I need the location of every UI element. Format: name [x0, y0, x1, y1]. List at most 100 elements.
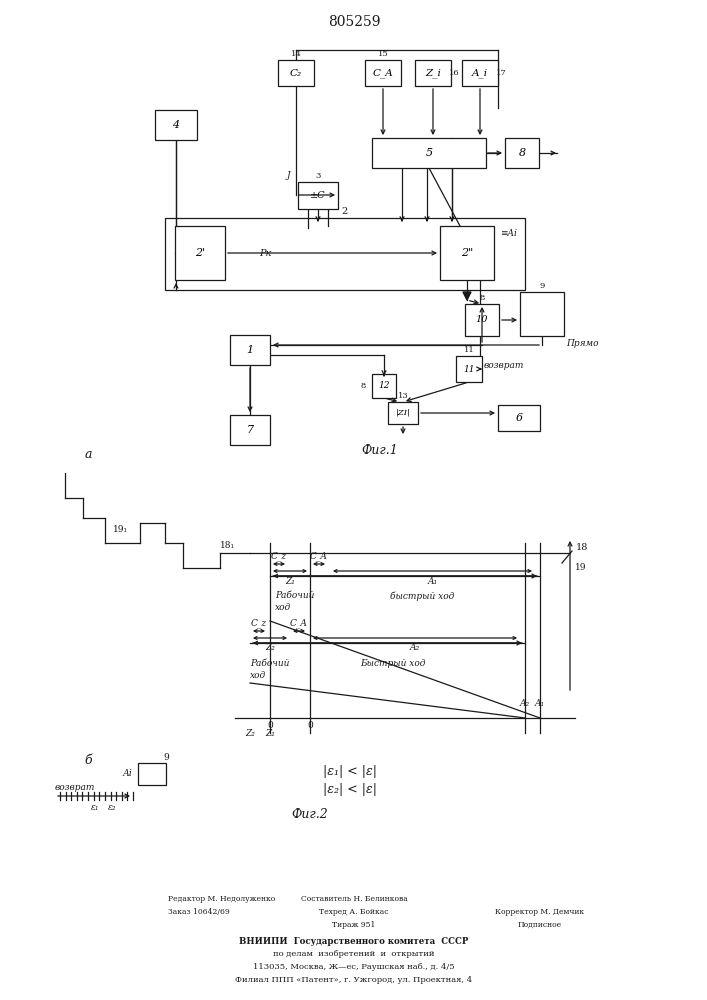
Bar — [440, 226, 494, 280]
Text: 18: 18 — [576, 544, 588, 552]
Text: |ε₂| < |ε|: |ε₂| < |ε| — [323, 784, 377, 796]
Bar — [138, 763, 166, 785]
Text: Рк: Рк — [259, 248, 271, 257]
Text: быстрый ход: быстрый ход — [390, 591, 455, 601]
Text: C_A: C_A — [290, 618, 308, 628]
Text: Аi: Аi — [122, 770, 132, 778]
Text: ε₁: ε₁ — [90, 804, 99, 812]
Text: 19: 19 — [575, 564, 587, 572]
Text: 1: 1 — [247, 345, 254, 355]
Bar — [505, 138, 539, 168]
Bar — [155, 110, 197, 140]
Text: Фиг.1: Фиг.1 — [361, 444, 398, 456]
Text: ход: ход — [275, 603, 291, 612]
Text: 18₁: 18₁ — [220, 542, 235, 550]
Bar — [456, 356, 482, 382]
Text: 3: 3 — [315, 172, 321, 180]
Text: 2': 2' — [195, 248, 205, 258]
Text: |ZI|: |ZI| — [395, 409, 411, 417]
Text: Z₁: Z₁ — [285, 576, 295, 585]
Text: Прямо: Прямо — [566, 340, 599, 349]
Text: Техред А. Бойкас: Техред А. Бойкас — [320, 908, 389, 916]
Text: A₂: A₂ — [410, 644, 420, 652]
Text: A_i: A_i — [472, 68, 488, 78]
Text: 8: 8 — [479, 294, 485, 302]
Text: 11: 11 — [463, 364, 474, 373]
Bar — [462, 60, 498, 86]
Bar — [278, 60, 314, 86]
Text: Тираж 951: Тираж 951 — [332, 921, 375, 929]
Bar — [388, 402, 418, 424]
Text: J: J — [286, 172, 290, 180]
Text: Z₂: Z₂ — [245, 728, 255, 738]
Text: возврат: возврат — [484, 361, 525, 370]
Text: Филиал ППП «Патент», г. Ужгород, ул. Проектная, 4: Филиал ППП «Патент», г. Ужгород, ул. Про… — [235, 976, 472, 984]
Bar — [175, 226, 225, 280]
Text: 2": 2" — [461, 248, 473, 258]
Text: 4: 4 — [173, 120, 180, 130]
Text: 2: 2 — [342, 208, 348, 217]
Text: Корректор М. Демчик: Корректор М. Демчик — [496, 908, 585, 916]
Bar — [230, 415, 270, 445]
Text: 7: 7 — [247, 425, 254, 435]
Text: C₂: C₂ — [290, 68, 302, 78]
Text: C_z: C_z — [271, 551, 287, 561]
Text: 19₁: 19₁ — [112, 526, 127, 534]
Text: 10: 10 — [476, 316, 489, 324]
Text: 8: 8 — [518, 148, 525, 158]
Text: C_A: C_A — [310, 551, 328, 561]
Polygon shape — [463, 292, 471, 300]
Text: Заказ 10642/69: Заказ 10642/69 — [168, 908, 230, 916]
Text: Z₁: Z₁ — [265, 728, 275, 738]
Text: 9: 9 — [539, 282, 544, 290]
Text: 9: 9 — [163, 754, 169, 762]
Bar — [520, 292, 564, 336]
Bar — [165, 218, 525, 290]
Text: ход: ход — [250, 670, 267, 680]
Text: 5: 5 — [426, 148, 433, 158]
Bar — [372, 374, 396, 398]
Text: 113035, Москва, Ж—ес, Раушская наб., д. 4/5: 113035, Москва, Ж—ес, Раушская наб., д. … — [253, 963, 455, 971]
Text: ≡Ai: ≡Ai — [500, 230, 517, 238]
Text: 16: 16 — [449, 69, 460, 77]
Text: б: б — [84, 754, 92, 766]
Bar — [498, 405, 540, 431]
Text: Рабочий: Рабочий — [250, 658, 289, 668]
Text: Z_i: Z_i — [425, 68, 441, 78]
Text: ±C: ±C — [310, 191, 326, 200]
Bar — [465, 304, 499, 336]
Bar — [298, 182, 338, 209]
Text: а: а — [84, 448, 92, 462]
Bar — [415, 60, 451, 86]
Text: 6: 6 — [515, 413, 522, 423]
Text: ε₂: ε₂ — [107, 804, 116, 812]
Bar — [372, 138, 486, 168]
Text: Рабочий: Рабочий — [275, 591, 315, 600]
Text: C_z: C_z — [251, 618, 267, 628]
Text: 12: 12 — [378, 381, 390, 390]
Bar — [365, 60, 401, 86]
Text: 0: 0 — [307, 722, 313, 730]
Text: Подписное: Подписное — [518, 921, 562, 929]
Text: |ε₁| < |ε|: |ε₁| < |ε| — [323, 766, 377, 778]
Text: по делам  изобретений  и  открытий: по делам изобретений и открытий — [273, 950, 435, 958]
Text: 14: 14 — [291, 50, 301, 58]
Text: возврат: возврат — [55, 782, 95, 792]
Text: 8: 8 — [361, 382, 366, 390]
Text: Составитель Н. Белинкова: Составитель Н. Белинкова — [300, 895, 407, 903]
Text: Фиг.2: Фиг.2 — [291, 808, 328, 822]
Text: ВНИИПИ  Государственного комитета  СССР: ВНИИПИ Государственного комитета СССР — [239, 937, 469, 946]
Bar — [230, 335, 270, 365]
Text: 15: 15 — [378, 50, 388, 58]
Text: 17: 17 — [496, 69, 506, 77]
Text: 805259: 805259 — [328, 15, 380, 29]
Text: Быстрый ход: Быстрый ход — [360, 658, 426, 668]
Text: A₁: A₁ — [428, 576, 438, 585]
Text: Редактор М. Недолуженко: Редактор М. Недолуженко — [168, 895, 275, 903]
Text: 13: 13 — [397, 392, 409, 400]
Text: C_A: C_A — [373, 68, 393, 78]
Text: 11: 11 — [464, 346, 474, 354]
Text: Z₂: Z₂ — [265, 644, 275, 652]
Text: A₂: A₂ — [520, 698, 530, 708]
Text: A₁: A₁ — [535, 698, 545, 708]
